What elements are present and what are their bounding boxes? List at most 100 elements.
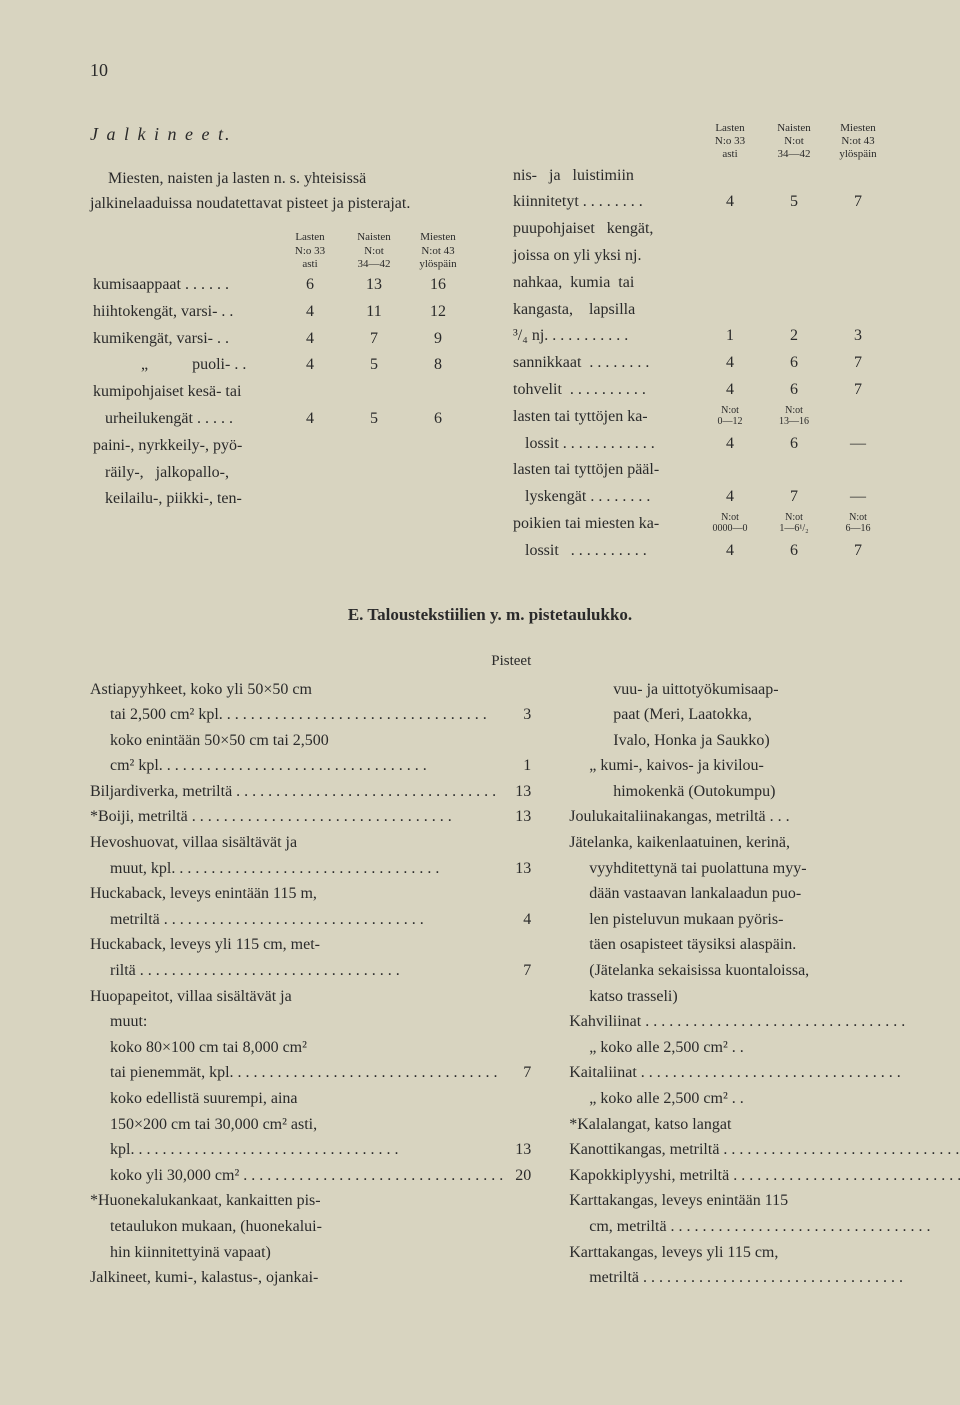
row-value: 4 (698, 189, 762, 216)
item-label: cm, metriltä (569, 1214, 960, 1240)
item-label: Jätelanka, kaikenlaatuinen, kerinä, (569, 830, 960, 856)
item-label: himokenkä (Outokumpu) (569, 779, 960, 805)
list-item: Karttakangas, leveys enintään 115 (569, 1188, 960, 1214)
list-item: muut, kpl. 13 (90, 856, 531, 882)
table-row: nahkaa, kumia tai (510, 270, 890, 297)
row-label: kangasta, lapsilla (510, 297, 698, 324)
item-label: koko 80×100 cm tai 8,000 cm² (90, 1035, 503, 1061)
row-value (278, 486, 342, 513)
list-item: koko edellistä suurempi, aina (90, 1086, 531, 1112)
list-item: hin kiinnitettyinä vapaat) (90, 1240, 531, 1266)
item-label: len pisteluvun mukaan pyöris- (569, 907, 960, 933)
item-label: Kapokkiplyyshi, metriltä (569, 1163, 960, 1189)
header-miesten: Miesten N:ot 43 ylöspäin (826, 121, 890, 163)
list-item: paat (Meri, Laatokka, (569, 702, 960, 728)
row-value: 13 (342, 272, 406, 299)
list-item: koko 80×100 cm tai 8,000 cm² (90, 1035, 531, 1061)
row-value: 1 (698, 323, 762, 350)
item-label: Huckaback, leveys yli 115 cm, met- (90, 932, 503, 958)
item-points: 13 (503, 856, 531, 882)
top-two-columns: J a l k i n e e t. Miesten, naisten ja l… (90, 121, 890, 565)
row-value: 7 (826, 377, 890, 404)
item-label: Huckaback, leveys enintään 115 m, (90, 881, 503, 907)
section-e-columns: Pisteet Astiapyyhkeet, koko yli 50×50 cm… (90, 649, 890, 1291)
list-item: Biljardiverka, metriltä 13 (90, 779, 531, 805)
table-row: poikien tai miesten ka-N:ot 0000—0N:ot 1… (510, 511, 890, 538)
item-label: Huopapeitot, villaa sisältävät ja (90, 984, 503, 1010)
item-label: Jalkineet, kumi-, kalastus-, ojankai- (90, 1265, 503, 1291)
list-item: muut: (90, 1009, 531, 1035)
row-label: tohvelit . . . . . . . . . . (510, 377, 698, 404)
list-item: katso trasseli) (569, 984, 960, 1010)
header-naisten: Naisten N:ot 34—42 (342, 230, 406, 272)
row-value: 2 (762, 323, 826, 350)
row-value: 4 (278, 299, 342, 326)
table-row: nis- ja luistimiin (510, 163, 890, 190)
item-points: 1 (503, 753, 531, 779)
row-value (342, 460, 406, 487)
list-item: kpl. 13 (90, 1137, 531, 1163)
header-lasten: Lasten N:o 33 asti (278, 230, 342, 272)
list-item: Jalkineet, kumi-, kalastus-, ojankai- (90, 1265, 531, 1291)
item-label: tai 2,500 cm² kpl. (90, 702, 503, 728)
row-value (698, 457, 762, 484)
item-label: *Huonekalukankaat, kankaitten pis- (90, 1188, 503, 1214)
item-label: Ivalo, Honka ja Saukko) (569, 728, 960, 754)
item-label: paat (Meri, Laatokka, (569, 702, 960, 728)
list-item: vyyhditettynä tai puolattuna myy- (569, 856, 960, 882)
list-item: täen osapisteet täysiksi alaspäin. (569, 932, 960, 958)
row-value (278, 460, 342, 487)
row-label: joissa on yli yksi nj. (510, 243, 698, 270)
row-value: N:ot 1—6¹/₂ (762, 511, 826, 538)
row-value: 4 (698, 377, 762, 404)
item-label: riltä (90, 958, 503, 984)
row-value: 9 (406, 326, 470, 353)
row-value (698, 216, 762, 243)
row-label: kiinnitetyt . . . . . . . . (510, 189, 698, 216)
row-value: 3 (826, 323, 890, 350)
row-label: poikien tai miesten ka- (510, 511, 698, 538)
row-value: 6 (762, 538, 826, 565)
list-item: Karttakangas, leveys yli 115 cm, (569, 1240, 960, 1266)
list-item: Huckaback, leveys enintään 115 m, (90, 881, 531, 907)
row-value (762, 457, 826, 484)
table-row: räily-, jalkopallo-, (90, 460, 470, 487)
row-value (826, 216, 890, 243)
table-row: „ puoli- . .458 (90, 352, 470, 379)
item-label: metriltä (569, 1265, 960, 1291)
row-value (826, 297, 890, 324)
item-label: hin kiinnitettyinä vapaat) (90, 1240, 503, 1266)
row-label: paini-, nyrkkeily-, pyö- (90, 433, 278, 460)
table-row: kumikengät, varsi- . .479 (90, 326, 470, 353)
table-header-row: Lasten N:o 33 asti Naisten N:ot 34—42 Mi… (510, 121, 890, 163)
row-value: 6 (278, 272, 342, 299)
list-item: koko enintään 50×50 cm tai 2,500 (90, 728, 531, 754)
list-item: *Kalalangat, katso langat (569, 1112, 960, 1138)
row-value: 4 (278, 326, 342, 353)
item-label: kpl. (90, 1137, 503, 1163)
row-value (698, 243, 762, 270)
list-item: 150×200 cm tai 30,000 cm² asti, (90, 1112, 531, 1138)
row-value (406, 433, 470, 460)
row-label: keilailu-, piikki-, ten- (90, 486, 278, 513)
table-row: kumisaappaat . . . . . .61316 (90, 272, 470, 299)
row-label: räily-, jalkopallo-, (90, 460, 278, 487)
item-label: koko enintään 50×50 cm tai 2,500 (90, 728, 503, 754)
row-value (762, 297, 826, 324)
row-value: 5 (342, 352, 406, 379)
list-item: tai pienemmät, kpl. 7 (90, 1060, 531, 1086)
row-label: nis- ja luistimiin (510, 163, 698, 190)
item-label: tetaulukon mukaan, (huonekalui- (90, 1214, 503, 1240)
item-label: dään vastaavan lankalaadun puo- (569, 881, 960, 907)
row-value: 16 (406, 272, 470, 299)
row-value (278, 433, 342, 460)
item-label: täen osapisteet täysiksi alaspäin. (569, 932, 960, 958)
item-label: vyyhditettynä tai puolattuna myy- (569, 856, 960, 882)
list-item: Hevoshuovat, villaa sisältävät ja (90, 830, 531, 856)
row-value: 6 (762, 350, 826, 377)
row-value: 12 (406, 299, 470, 326)
list-item: tetaulukon mukaan, (huonekalui- (90, 1214, 531, 1240)
item-label: „ koko alle 2,500 cm² . . (569, 1035, 960, 1061)
row-value (826, 243, 890, 270)
row-label: sannikkaat . . . . . . . . (510, 350, 698, 377)
